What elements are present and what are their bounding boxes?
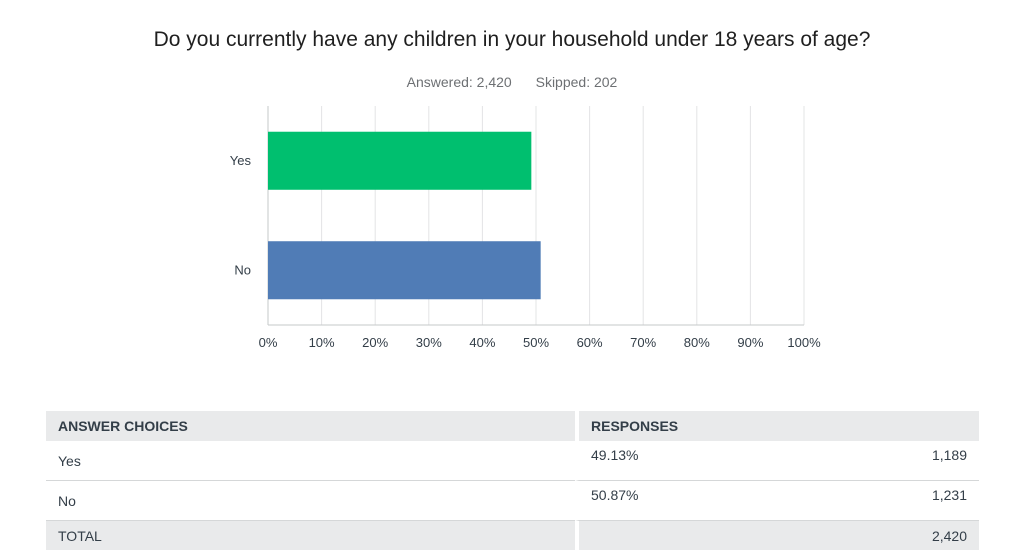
total-count: 2,420	[801, 521, 979, 550]
row-percent: 49.13%	[575, 441, 802, 481]
row-count: 1,189	[801, 441, 979, 481]
total-row: TOTAL 2,420	[46, 521, 979, 550]
header-responses: RESPONSES	[575, 411, 979, 441]
tick-label: 90%	[737, 335, 763, 350]
tick-label: 0%	[259, 335, 278, 350]
answered-count: Answered: 2,420	[406, 74, 512, 90]
row-percent: 50.87%	[575, 481, 802, 521]
chart-bars	[268, 131, 541, 300]
tick-label: 80%	[684, 335, 710, 350]
row-choice: No	[46, 481, 575, 521]
tick-label: 10%	[309, 335, 335, 350]
tick-label: 40%	[469, 335, 495, 350]
tick-label: 30%	[416, 335, 442, 350]
tick-label: 70%	[630, 335, 656, 350]
chart-tick-labels: 0% 10% 20% 30% 40% 50% 60% 70% 80% 90% 100%	[259, 335, 821, 350]
tick-label: 20%	[362, 335, 388, 350]
category-label: No	[234, 262, 251, 277]
table-row: No 50.87% 1,231	[46, 481, 979, 521]
row-count: 1,231	[801, 481, 979, 521]
tick-label: 100%	[787, 335, 821, 350]
chart-category-labels: Yes No	[230, 153, 252, 278]
question-title: Do you currently have any children in yo…	[153, 28, 871, 51]
response-stats: Answered: 2,420 Skipped: 202	[0, 74, 1024, 90]
header-answer-choices: ANSWER CHOICES	[46, 411, 575, 441]
table-row: Yes 49.13% 1,189	[46, 441, 979, 481]
responses-table: ANSWER CHOICES RESPONSES Yes 49.13% 1,18…	[46, 411, 979, 550]
bar-chart: Yes No 0% 10% 20% 30% 40% 50% 60% 70% 80% 90% 100%	[230, 106, 821, 350]
total-label: TOTAL	[46, 521, 575, 550]
bar-no	[268, 241, 541, 300]
category-label: Yes	[230, 153, 252, 168]
tick-label: 60%	[577, 335, 603, 350]
row-choice: Yes	[46, 441, 575, 481]
total-percent-empty	[575, 521, 802, 550]
tick-label: 50%	[523, 335, 549, 350]
bar-yes	[268, 131, 532, 190]
skipped-count: Skipped: 202	[535, 74, 618, 90]
